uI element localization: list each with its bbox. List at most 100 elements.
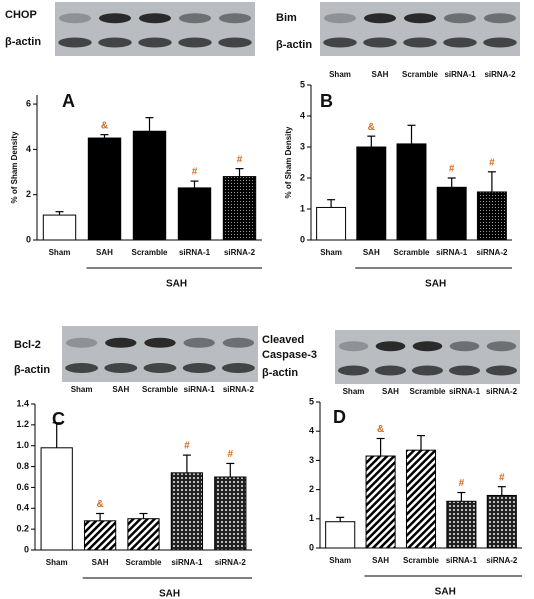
y-tick-label: 3 [309,455,314,465]
y-tick-label: 4 [26,144,31,154]
blot-band [59,13,91,24]
group-label: SAH [435,587,456,598]
x-tick-label: SAH [92,558,109,567]
blot-band [374,365,407,376]
lane-label: Sham [343,387,365,396]
x-tick-label: Scramble [403,556,440,565]
significance-marker: # [184,441,190,452]
y-tick-label: 4 [300,110,305,120]
lane-label: SAH [382,387,399,396]
blot-band [218,37,252,48]
x-tick-label: siRNA-1 [171,558,203,567]
blot-label: β-actin [5,36,41,48]
blot-band [182,363,216,373]
group-label: SAH [425,279,446,290]
lane-label: Sham [71,385,93,394]
blot-label: Bim [276,12,297,24]
significance-marker: # [449,164,455,175]
lane-label: Scramble [402,70,439,79]
blot-image [55,2,255,56]
blot-band [412,341,443,352]
group-label: SAH [159,589,180,599]
lane-label: Scramble [142,385,179,394]
blot-band [375,341,406,352]
significance-marker: # [499,472,505,483]
blot-band [448,365,481,376]
blot-band [483,37,517,48]
blot-band [404,13,436,24]
bar [365,455,396,549]
x-tick-label: siRNA-1 [446,556,478,565]
panel-letter: D [333,407,346,427]
lane-label: SAH [372,70,389,79]
group-label: SAH [166,279,187,290]
x-tick-label: Scramble [393,248,430,257]
y-tick-label: 0 [24,544,29,554]
blot-image [62,326,258,382]
lane-label: SAH [112,385,129,394]
x-tick-label: SAH [363,248,380,257]
blot-band [138,37,172,48]
lane-label: siRNA-2 [223,385,255,394]
blot-band [58,37,92,48]
blot-band [221,363,255,373]
x-tick-label: Sham [320,248,342,257]
bar [87,137,122,241]
blot-label: β-actin [276,39,312,51]
x-tick-label: Scramble [125,558,162,567]
x-tick-label: siRNA-2 [476,248,508,257]
bar [177,187,212,241]
bar [222,176,257,241]
blot-band [443,37,477,48]
blot-label: Caspase-3 [262,349,317,361]
x-tick-label: SAH [372,556,389,565]
x-tick-label: siRNA-2 [215,558,247,567]
lane-label: siRNA-1 [449,387,481,396]
blot-band [444,13,476,24]
blot-band [143,363,177,373]
bar [476,191,507,241]
blot-band [219,13,251,24]
blot-band [324,13,356,24]
blot-band [178,37,212,48]
y-axis-label: % of Sham Density [284,126,293,199]
significance-marker: # [459,478,465,489]
blot-label: β-actin [262,367,298,379]
y-tick-label: 0 [26,234,31,244]
y-tick-label: 5 [309,396,314,406]
lane-label: siRNA-1 [184,385,216,394]
lane-label: siRNA-2 [484,70,516,79]
bar [436,186,467,241]
blot-band [337,365,370,376]
lane-label: Scramble [409,387,446,396]
significance-marker: & [368,122,375,133]
bar [132,130,167,241]
y-tick-label: 3 [300,141,305,151]
y-tick-label: 0.8 [16,461,29,471]
panel-letter: B [320,91,333,111]
significance-marker: # [237,154,243,165]
blot-band [99,13,131,24]
blot-band [144,337,176,348]
blot-band [105,337,137,348]
significance-marker: # [192,167,198,178]
blot-label: Bcl-2 [14,339,41,351]
y-tick-label: 2 [26,189,31,199]
blot-band [485,365,518,376]
bar [356,146,387,241]
bar [486,494,517,549]
x-tick-label: siRNA-2 [486,556,518,565]
y-tick-label: 2 [300,172,305,182]
blot-band [486,341,517,352]
bar [405,449,437,549]
blot-image [320,2,520,56]
x-tick-label: Sham [46,558,68,567]
blot-band [139,13,171,24]
y-tick-label: 1.2 [16,419,29,429]
y-tick-label: 1.4 [16,398,29,408]
x-tick-label: SAH [96,248,113,257]
blot-band [364,13,396,24]
blot-label: CHOP [5,9,37,21]
x-tick-label: Sham [329,556,351,565]
